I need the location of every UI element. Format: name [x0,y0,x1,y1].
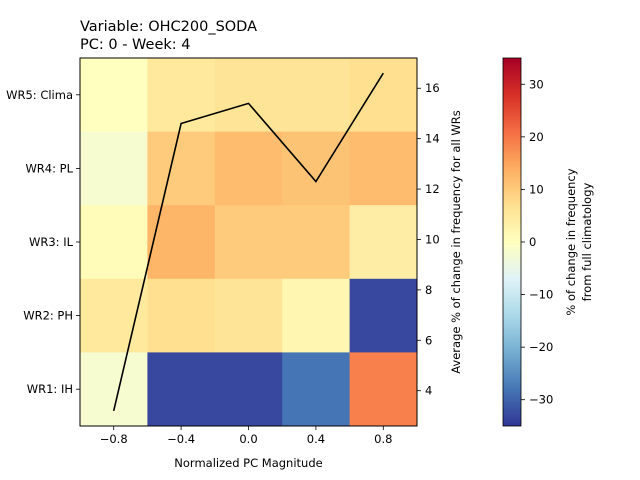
heatmap-cell [214,131,283,206]
x-tick-label: 0.8 [374,432,392,446]
colorbar-tick-label: 20 [529,130,544,144]
heatmap-cell [282,205,350,280]
y2-tick-label: 6 [425,333,432,347]
heatmap-cell [147,58,216,132]
plot-frame [79,57,418,427]
heatmap-cell [349,205,418,280]
heatmap-cell [80,205,148,280]
y2-tick-label: 10 [425,232,440,246]
x-axis-label: Normalized PC Magnitude [174,456,322,470]
colorbar-label-line1: % of change in frequency [564,168,578,315]
heatmap-cell [80,131,148,206]
heatmap-cell [349,278,418,353]
y-tick-label: WR5: Clima [6,88,73,102]
y-tick-label: WR4: PL [25,161,73,175]
y-axis-right: 4 6 8 10 12 14 16 [417,81,440,398]
heatmap-cell [80,352,148,427]
colorbar-label-line2: from full climatology [580,182,594,301]
y2-tick-label: 12 [425,182,440,196]
heatmap-cell [214,352,283,427]
y2-tick-label: 4 [425,384,432,398]
y2-axis-label: Average % of change in frequency for all… [449,110,463,374]
heatmap-cell [214,278,283,353]
x-axis: −0.8 −0.4 0.0 0.4 0.8 [100,426,392,446]
y-tick-label: WR2: PH [23,309,73,323]
colorbar-tick-label: 30 [529,77,544,91]
heatmap-cell [214,58,283,132]
heatmap-cell [349,58,418,132]
heatmap [80,58,418,427]
heatmap-cell [282,278,350,353]
heatmap-cell [349,352,418,427]
y-axis-left: WR5: Clima WR4: PL WR3: IL WR2: PH WR1: IH [6,88,80,396]
y2-tick-label: 16 [425,81,440,95]
heatmap-cell [147,205,216,280]
y-tick-label: WR1: IH [27,382,73,396]
colorbar-tick-label: −20 [529,340,553,354]
colorbar-tick-label: −30 [529,393,553,407]
x-tick-label: 0.0 [239,432,257,446]
heatmap-cell [80,58,148,132]
heatmap-cell [214,205,283,280]
x-tick-label: 0.4 [307,432,325,446]
y-tick-label: WR3: IL [29,235,74,249]
chart-title-line2: PC: 0 - Week: 4 [80,37,191,53]
heatmap-cell [80,278,148,353]
average-change-line [112,72,384,412]
heatmap-cell [147,131,216,206]
heatmap-cell [282,58,350,132]
heatmap-cell [349,131,418,206]
chart-title-line1: Variable: OHC200_SODA [80,19,257,35]
heatmap-cell [147,278,216,353]
colorbar [502,57,522,427]
colorbar-tick-label: 0 [529,235,536,249]
heatmap-cell [147,352,216,427]
y2-tick-label: 8 [425,283,432,297]
heatmap-cell [282,352,350,427]
colorbar-axis: 30 20 10 0 −10 −20 −30 [521,77,553,407]
colorbar-tick-label: −10 [529,288,553,302]
colorbar-tick-label: 10 [529,182,544,196]
x-tick-label: −0.8 [100,432,128,446]
x-tick-label: −0.4 [167,432,195,446]
y2-tick-label: 14 [425,132,440,146]
average-line-layer [112,72,384,412]
